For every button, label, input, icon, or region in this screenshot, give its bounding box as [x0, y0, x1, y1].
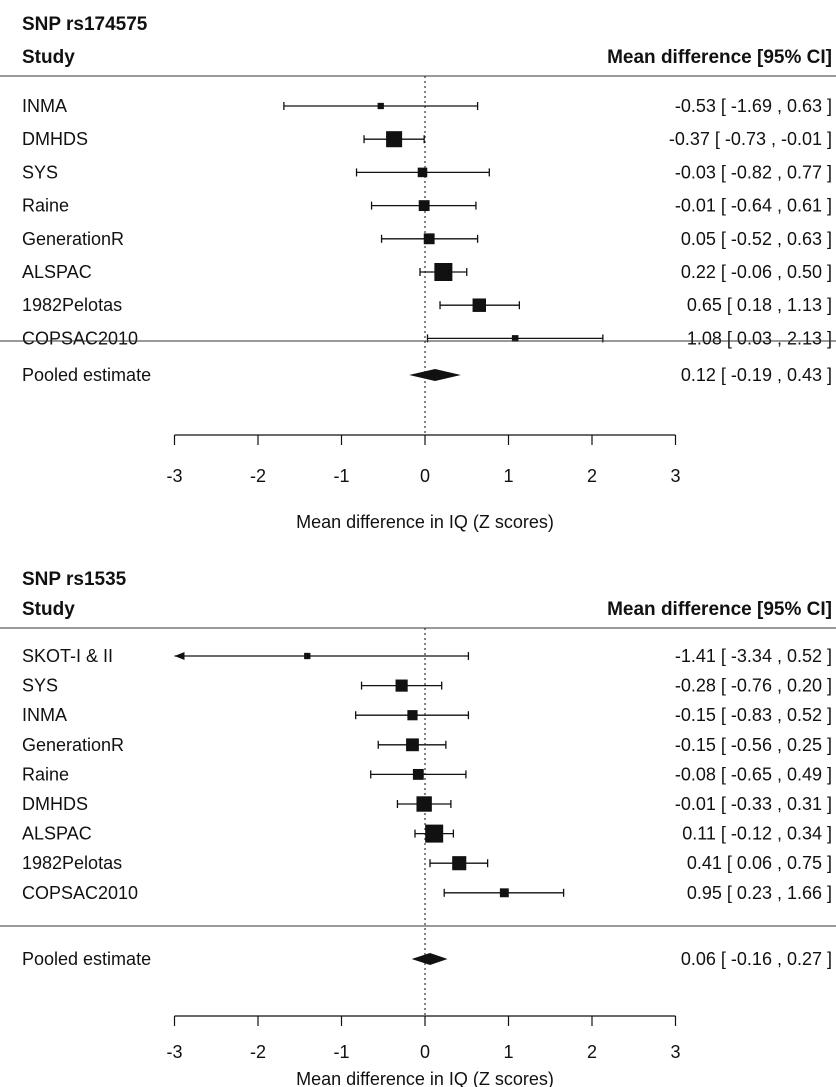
study-ci-text: 0.65 [ 0.18 , 1.13 ] [687, 295, 832, 315]
study-point-estimate [407, 710, 418, 721]
study-point-estimate [377, 102, 384, 110]
study-ci-text: 0.22 [ -0.06 , 0.50 ] [681, 262, 832, 282]
study-ci-text: -0.01 [ -0.64 , 0.61 ] [675, 196, 832, 216]
x-tick-label: 3 [670, 466, 680, 486]
study-point-estimate [425, 824, 444, 843]
x-tick-label: 0 [420, 1042, 430, 1062]
x-tick-label: 1 [503, 466, 513, 486]
study-point-estimate [412, 768, 424, 780]
pooled-ci-text: 0.12 [ -0.19 , 0.43 ] [681, 365, 832, 385]
study-ci-text: -0.03 [ -0.82 , 0.77 ] [675, 162, 832, 182]
study-name: 1982Pelotas [22, 853, 122, 873]
study-name: ALSPAC [22, 824, 92, 844]
study-point-estimate [499, 888, 509, 898]
study-point-estimate [423, 233, 435, 245]
study-name: INMA [22, 96, 67, 116]
study-ci-text: 0.95 [ 0.23 , 1.66 ] [687, 883, 832, 903]
x-tick-label: 2 [587, 1042, 597, 1062]
effect-column-header: Mean difference [95% CI] [607, 47, 832, 68]
x-axis-title: Mean difference in IQ (Z scores) [296, 512, 554, 532]
study-ci-text: 1.08 [ 0.03 , 2.13 ] [687, 328, 832, 348]
pooled-diamond [409, 369, 461, 381]
study-point-estimate [304, 652, 311, 660]
study-point-estimate [452, 856, 467, 871]
study-name: SYS [22, 162, 58, 182]
study-ci-text: 0.11 [ -0.12 , 0.34 ] [682, 824, 832, 844]
study-ci-text: -0.15 [ -0.56 , 0.25 ] [675, 735, 832, 755]
study-ci-text: -0.15 [ -0.83 , 0.52 ] [675, 705, 832, 725]
x-tick-label: -2 [250, 1042, 266, 1062]
study-name: COPSAC2010 [22, 328, 138, 348]
pooled-diamond [411, 953, 448, 965]
study-ci-text: 0.05 [ -0.52 , 0.63 ] [681, 229, 832, 249]
x-tick-label: 1 [503, 1042, 513, 1062]
study-name: SKOT-I & II [22, 646, 113, 666]
x-tick-label: -3 [166, 466, 182, 486]
x-tick-label: -1 [333, 466, 349, 486]
snp-title: SNP rs1535 [22, 569, 127, 590]
study-point-estimate [416, 796, 432, 812]
study-point-estimate [386, 131, 403, 148]
study-name: Raine [22, 764, 69, 784]
study-ci-text: -0.37 [ -0.73 , -0.01 ] [669, 129, 832, 149]
study-ci-text: -0.01 [ -0.33 , 0.31 ] [675, 794, 832, 814]
study-name: INMA [22, 705, 67, 725]
study-point-estimate [417, 167, 428, 178]
study-name: DMHDS [22, 794, 88, 814]
study-point-estimate [434, 263, 453, 281]
x-tick-label: 0 [420, 466, 430, 486]
study-point-estimate [406, 738, 419, 752]
x-tick-label: -3 [166, 1042, 182, 1062]
study-point-estimate [395, 679, 408, 692]
study-ci-text: 0.41 [ 0.06 , 0.75 ] [687, 853, 832, 873]
snp-title: SNP rs174575 [22, 14, 148, 35]
study-ci-text: -0.08 [ -0.65 , 0.49 ] [675, 764, 832, 784]
study-column-header: Study [22, 47, 75, 68]
pooled-label: Pooled estimate [22, 949, 151, 969]
effect-column-header: Mean difference [95% CI] [607, 599, 832, 620]
study-name: ALSPAC [22, 262, 92, 282]
pooled-ci-text: 0.06 [ -0.16 , 0.27 ] [681, 949, 832, 969]
study-name: DMHDS [22, 129, 88, 149]
study-point-estimate [472, 298, 486, 312]
study-ci-text: -1.41 [ -3.34 , 0.52 ] [675, 646, 832, 666]
x-tick-label: -2 [250, 466, 266, 486]
truncated-ci-arrow [174, 652, 185, 660]
study-ci-text: -0.53 [ -1.69 , 0.63 ] [675, 96, 832, 116]
study-point-estimate [511, 335, 519, 342]
study-name: SYS [22, 676, 58, 696]
study-point-estimate [418, 200, 430, 212]
x-tick-label: 2 [587, 466, 597, 486]
study-name: COPSAC2010 [22, 883, 138, 903]
study-name: GenerationR [22, 229, 124, 249]
study-name: Raine [22, 196, 69, 216]
study-ci-text: -0.28 [ -0.76 , 0.20 ] [675, 676, 832, 696]
x-tick-label: -1 [333, 1042, 349, 1062]
x-axis-title: Mean difference in IQ (Z scores) [296, 1069, 554, 1087]
pooled-label: Pooled estimate [22, 365, 151, 385]
study-column-header: Study [22, 599, 75, 620]
x-tick-label: 3 [670, 1042, 680, 1062]
study-name: 1982Pelotas [22, 295, 122, 315]
study-name: GenerationR [22, 735, 124, 755]
